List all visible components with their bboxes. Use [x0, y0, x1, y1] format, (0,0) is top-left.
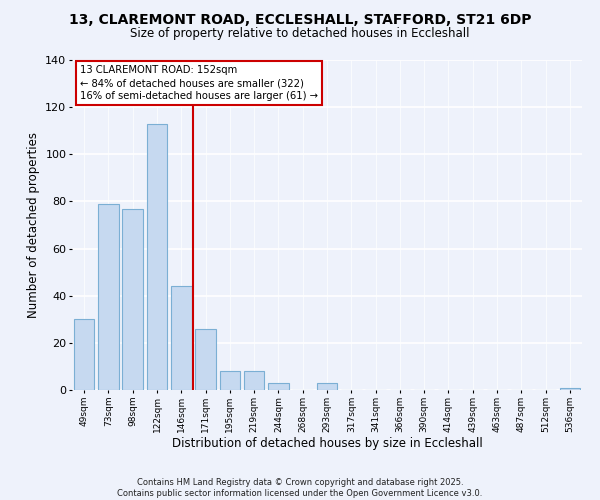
Bar: [268, 383, 289, 390]
Bar: [74, 320, 94, 390]
Bar: [220, 371, 240, 390]
Y-axis label: Number of detached properties: Number of detached properties: [27, 132, 40, 318]
X-axis label: Distribution of detached houses by size in Eccleshall: Distribution of detached houses by size …: [172, 438, 482, 450]
Text: Size of property relative to detached houses in Eccleshall: Size of property relative to detached ho…: [130, 28, 470, 40]
Bar: [317, 383, 337, 390]
Text: 13 CLAREMONT ROAD: 152sqm
← 84% of detached houses are smaller (322)
16% of semi: 13 CLAREMONT ROAD: 152sqm ← 84% of detac…: [80, 65, 317, 102]
Text: 13, CLAREMONT ROAD, ECCLESHALL, STAFFORD, ST21 6DP: 13, CLAREMONT ROAD, ECCLESHALL, STAFFORD…: [69, 12, 531, 26]
Bar: [146, 124, 167, 390]
Bar: [122, 208, 143, 390]
Bar: [195, 328, 216, 390]
Text: Contains HM Land Registry data © Crown copyright and database right 2025.
Contai: Contains HM Land Registry data © Crown c…: [118, 478, 482, 498]
Bar: [560, 388, 580, 390]
Bar: [98, 204, 119, 390]
Bar: [244, 371, 265, 390]
Bar: [171, 286, 191, 390]
